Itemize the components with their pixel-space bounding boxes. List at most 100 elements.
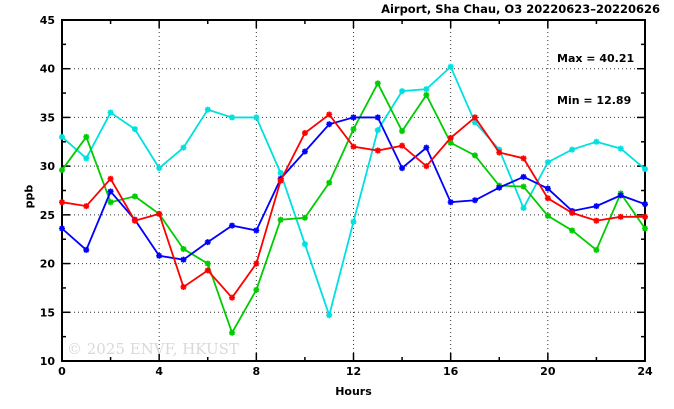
line-blue-marker [180, 256, 187, 263]
x-tick-label: 16 [443, 365, 459, 378]
line-red-marker [569, 209, 576, 216]
line-green-marker [593, 246, 600, 253]
line-green-marker [350, 126, 357, 133]
line-red-marker [326, 111, 333, 118]
line-red-marker [617, 213, 624, 220]
line-red-marker [447, 134, 454, 141]
line-cyan-marker [253, 114, 260, 121]
line-green-marker [642, 225, 648, 232]
line-cyan-marker [229, 114, 236, 121]
line-cyan-marker [617, 145, 624, 152]
line-red-marker [593, 217, 600, 224]
line-green-marker [204, 260, 211, 267]
x-tick-label: 4 [155, 365, 163, 378]
watermark: © 2025 ENVF, HKUST [67, 340, 239, 358]
y-tick-label: 40 [40, 63, 56, 76]
line-cyan-marker [326, 312, 333, 319]
line-red-marker [107, 175, 114, 182]
line-green-marker [253, 286, 260, 293]
line-blue-marker [59, 225, 65, 232]
line-cyan-marker [156, 165, 163, 172]
line-cyan-marker [471, 119, 478, 126]
line-blue-marker [374, 114, 381, 121]
line-red-marker [496, 149, 503, 156]
line-cyan-marker [277, 169, 284, 176]
line-green-marker [423, 92, 430, 99]
x-tick-label: 20 [540, 365, 556, 378]
line-red-marker [180, 283, 187, 290]
line-cyan-marker [642, 166, 648, 173]
line-red-marker [544, 195, 551, 202]
max-min-stats: Max = 40.21 Min = 12.89 [557, 24, 634, 136]
line-cyan-marker [59, 133, 65, 140]
line-green-marker [131, 193, 138, 200]
line-cyan-marker [204, 106, 211, 113]
y-tick-label: 20 [40, 258, 56, 271]
line-green-marker [374, 80, 381, 87]
line-blue-marker [423, 144, 430, 151]
chart-title: Airport, Sha Chau, O3 20220623–20220626 [381, 2, 660, 16]
line-blue-marker [399, 165, 406, 172]
line-cyan-marker [131, 126, 138, 133]
y-tick-label: 25 [40, 209, 55, 222]
line-green-marker [277, 216, 284, 223]
line-blue-marker [204, 239, 211, 246]
line-blue-marker [593, 203, 600, 210]
line-blue-marker [107, 188, 114, 195]
line-blue-marker [301, 148, 308, 155]
line-cyan-marker [544, 159, 551, 166]
line-cyan-marker [520, 205, 527, 212]
line-green-marker [229, 329, 236, 336]
line-green-marker [326, 179, 333, 186]
line-blue-marker [520, 173, 527, 180]
line-green-marker [107, 199, 114, 206]
line-cyan-marker [350, 218, 357, 225]
x-tick-label: 8 [253, 365, 261, 378]
line-cyan-marker [447, 63, 454, 70]
line-blue-marker [642, 201, 648, 208]
x-axis-label: Hours [335, 385, 372, 398]
y-axis-label: ppb [22, 184, 36, 209]
line-green-marker [520, 183, 527, 190]
y-tick-label: 35 [40, 111, 55, 124]
y-tick-label: 30 [40, 160, 56, 173]
line-blue-marker [496, 184, 503, 191]
line-red-marker [520, 155, 527, 162]
line-red-marker [301, 130, 308, 137]
line-red-marker [229, 294, 236, 301]
line-red-marker [374, 147, 381, 154]
line-blue-marker [326, 121, 333, 128]
line-green-marker [471, 152, 478, 159]
line-blue-marker [471, 197, 478, 204]
line-blue-marker [229, 222, 236, 229]
line-red-marker [253, 260, 260, 267]
line-green-marker [83, 133, 90, 140]
line-blue-marker [447, 199, 454, 206]
y-tick-label: 10 [40, 355, 56, 368]
x-tick-label: 24 [637, 365, 653, 378]
line-cyan-marker [180, 144, 187, 151]
line-red-marker [423, 163, 430, 170]
line-red-marker [156, 210, 163, 217]
line-red-marker [350, 143, 357, 150]
line-green-marker [180, 245, 187, 252]
line-red-marker [59, 199, 65, 206]
line-blue-marker [350, 114, 357, 121]
line-cyan-marker [423, 86, 430, 93]
line-cyan-marker [399, 88, 406, 95]
x-tick-label: 0 [58, 365, 66, 378]
line-blue-marker [83, 246, 90, 253]
line-red-marker [471, 114, 478, 121]
line-cyan-marker [374, 127, 381, 134]
line-cyan-marker [107, 109, 114, 116]
line-green-marker [399, 128, 406, 135]
line-cyan-marker [83, 155, 90, 162]
line-blue-marker [544, 185, 551, 192]
line-green-marker [544, 212, 551, 219]
line-blue-marker [253, 227, 260, 234]
line-blue-marker [617, 192, 624, 199]
line-green-marker [569, 227, 576, 234]
line-cyan-marker [301, 241, 308, 248]
line-green-marker [447, 139, 454, 146]
